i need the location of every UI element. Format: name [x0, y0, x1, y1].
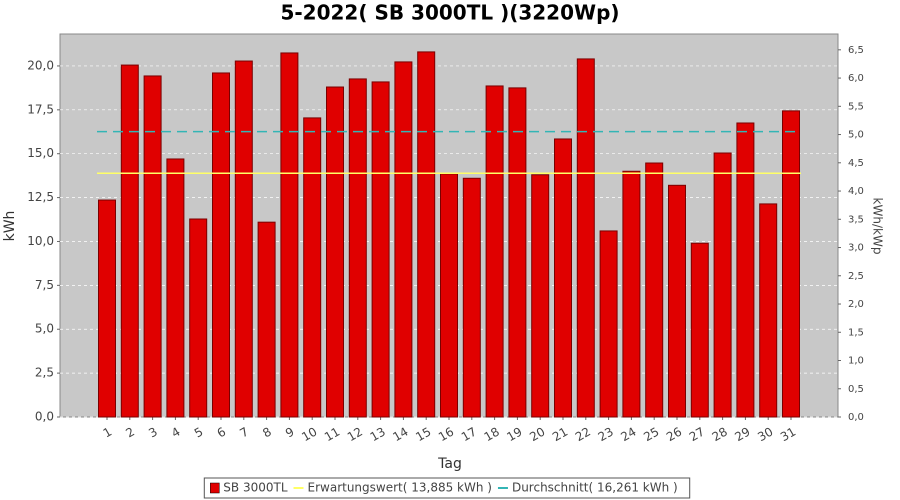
x-tick-label: 10: [299, 425, 319, 445]
y-axis-label: kWh: [2, 211, 18, 242]
bar: [417, 51, 436, 418]
bar: [554, 138, 572, 418]
legend-swatch: [210, 482, 220, 494]
legend-label: SB 3000TL: [223, 481, 288, 495]
x-tick-label: 28: [710, 425, 730, 445]
y2-tick-label: 0,0: [848, 412, 864, 423]
bar: [440, 173, 458, 418]
bar: [645, 162, 664, 418]
y2-tick-label: 0,5: [848, 384, 864, 395]
bar: [485, 85, 504, 418]
x-tick-label: 30: [755, 425, 775, 445]
bar: [143, 75, 162, 418]
bar: [166, 158, 185, 418]
x-axis-label: Tag: [437, 456, 462, 472]
x-tick-label: 18: [482, 425, 502, 445]
x-tick-label: 20: [527, 425, 547, 445]
y2-tick-label: 1,5: [848, 327, 864, 338]
x-tick-label: 26: [664, 425, 684, 445]
x-tick-label: 14: [390, 425, 410, 445]
bar: [234, 60, 253, 418]
legend-label: Erwartungswert( 13,885 kWh ): [308, 481, 492, 495]
bar: [668, 184, 686, 418]
bar: [280, 52, 299, 418]
bar: [462, 177, 481, 418]
y2-tick-label: 3,0: [848, 243, 864, 254]
bar: [257, 221, 276, 418]
x-tick-label: 29: [732, 425, 752, 445]
bar: [782, 110, 800, 418]
y-tick-label: 10,0: [27, 234, 54, 248]
y2-tick-label: 3,5: [848, 214, 864, 225]
x-tick-label: 15: [413, 425, 433, 445]
x-tick-label: 21: [550, 425, 570, 445]
legend-box: [203, 477, 691, 499]
y-tick-label: 17,5: [27, 102, 54, 116]
y2-tick-label: 1,0: [848, 356, 864, 367]
y-tick-label: 12,5: [27, 190, 54, 204]
bar: [736, 122, 755, 418]
x-tick-label: 11: [322, 425, 342, 445]
x-tick-label: 23: [596, 425, 616, 445]
y-tick-label: 20,0: [27, 58, 54, 72]
bar: [394, 61, 413, 418]
x-tick-label: 24: [618, 425, 638, 445]
y-tick-label: 2,5: [35, 366, 54, 380]
bar: [189, 218, 208, 418]
bar: [212, 72, 230, 418]
y2-axis-label: kWh/kWp: [871, 198, 885, 255]
bar: [371, 81, 390, 418]
y2-tick-label: 4,0: [848, 186, 864, 197]
legend-label: Durchschnitt( 16,261 kWh ): [512, 481, 678, 495]
x-tick-label: 12: [345, 425, 365, 445]
bar: [326, 86, 344, 418]
y2-tick-label: 4,5: [848, 158, 864, 169]
y2-tick-label: 6,0: [848, 73, 864, 84]
x-tick-label: 25: [641, 425, 661, 445]
bar: [348, 78, 367, 418]
bar: [303, 117, 322, 418]
x-tick-label: 22: [573, 425, 593, 445]
y2-tick-label: 2,0: [848, 299, 864, 310]
y2-tick-label: 5,5: [848, 101, 864, 112]
bar: [759, 203, 778, 418]
bar: [531, 174, 550, 418]
y-tick-label: 15,0: [27, 146, 54, 160]
bar: [690, 242, 709, 418]
x-tick-label: 27: [687, 425, 707, 445]
bar: [120, 64, 139, 418]
x-tick-label: 19: [504, 425, 524, 445]
x-tick-label: 16: [436, 425, 456, 445]
bar: [622, 170, 641, 418]
bar: [599, 230, 618, 418]
y-tick-label: 0,0: [35, 410, 54, 424]
y2-tick-label: 6,5: [848, 45, 864, 56]
chart-title: 5-2022( SB 3000TL )(3220Wp): [280, 1, 619, 25]
x-tick-label: 31: [778, 425, 798, 445]
x-tick-label: 13: [368, 425, 388, 445]
y2-tick-label: 5,0: [848, 130, 864, 141]
bar: [713, 152, 732, 418]
bar: [576, 58, 595, 418]
x-tick-label: 17: [459, 425, 479, 445]
bar: [98, 199, 116, 418]
bar: [508, 87, 527, 418]
y-tick-label: 5,0: [35, 322, 54, 336]
y-tick-label: 7,5: [35, 278, 54, 292]
y2-tick-label: 2,5: [848, 271, 864, 282]
